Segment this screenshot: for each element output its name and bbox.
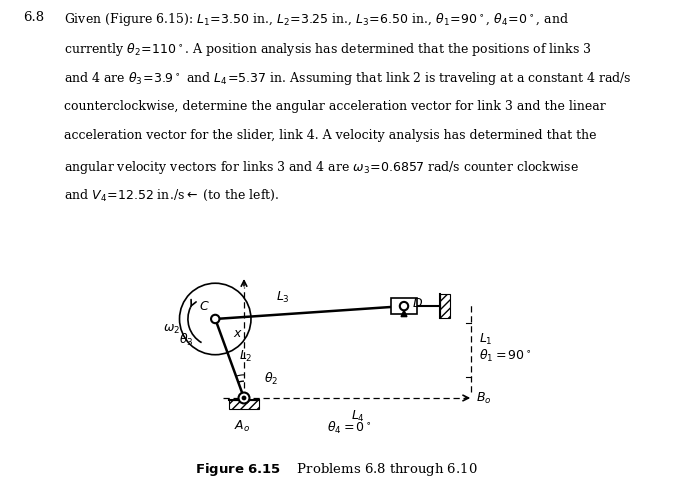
Text: $B_o$: $B_o$ [476,391,491,405]
Circle shape [400,302,409,310]
Text: 6.8: 6.8 [24,11,44,25]
Polygon shape [401,310,407,317]
Text: currently $\theta_2\!=\!110^\circ$. A position analysis has determined that the : currently $\theta_2\!=\!110^\circ$. A po… [64,41,592,58]
Text: $C$: $C$ [199,300,210,312]
Text: and 4 are $\theta_3\!=\!3.9^\circ$ and $L_4\!=\!5.37$ in. Assuming that link 2 i: and 4 are $\theta_3\!=\!3.9^\circ$ and $… [64,70,631,87]
Circle shape [242,396,246,400]
Text: $\theta_1=90^\circ$: $\theta_1=90^\circ$ [479,348,531,364]
Text: counterclockwise, determine the angular acceleration vector for link 3 and the l: counterclockwise, determine the angular … [64,100,606,113]
Text: $L_3$: $L_3$ [276,290,289,305]
Text: angular velocity vectors for links 3 and 4 are $\omega_3\!=\!0.6857$ rad/s count: angular velocity vectors for links 3 and… [64,158,579,176]
Text: $\theta_2$: $\theta_2$ [264,371,279,387]
Text: $\omega_2$: $\omega_2$ [163,323,180,336]
Text: $A_o$: $A_o$ [234,419,250,434]
Circle shape [211,315,219,323]
Text: acceleration vector for the slider, link 4. A velocity analysis has determined t: acceleration vector for the slider, link… [64,129,596,142]
Text: $L_2$: $L_2$ [239,349,252,364]
Circle shape [238,393,250,403]
Bar [439,294,450,318]
Text: $D$: $D$ [412,298,423,310]
Text: $\theta_4=0^\circ$: $\theta_4=0^\circ$ [327,420,371,436]
Text: $L_4$: $L_4$ [351,408,365,424]
Bar [392,298,417,314]
Text: $\theta_3$: $\theta_3$ [178,332,193,348]
Text: $L_1$: $L_1$ [479,332,493,347]
Text: $\mathbf{Figure\ 6.15}$    Problems 6.8 through 6.10: $\mathbf{Figure\ 6.15}$ Problems 6.8 thr… [195,461,478,478]
Text: and $V_4\!=\!12.52$ in./s$\leftarrow$ (to the left).: and $V_4\!=\!12.52$ in./s$\leftarrow$ (t… [64,188,279,203]
Text: $x$: $x$ [234,327,243,339]
Text: Given (Figure 6.15): $L_1\!=\!3.50$ in., $L_2\!=\!3.25$ in., $L_3\!=\!6.50$ in.,: Given (Figure 6.15): $L_1\!=\!3.50$ in.,… [64,11,569,29]
Bar [229,400,258,409]
